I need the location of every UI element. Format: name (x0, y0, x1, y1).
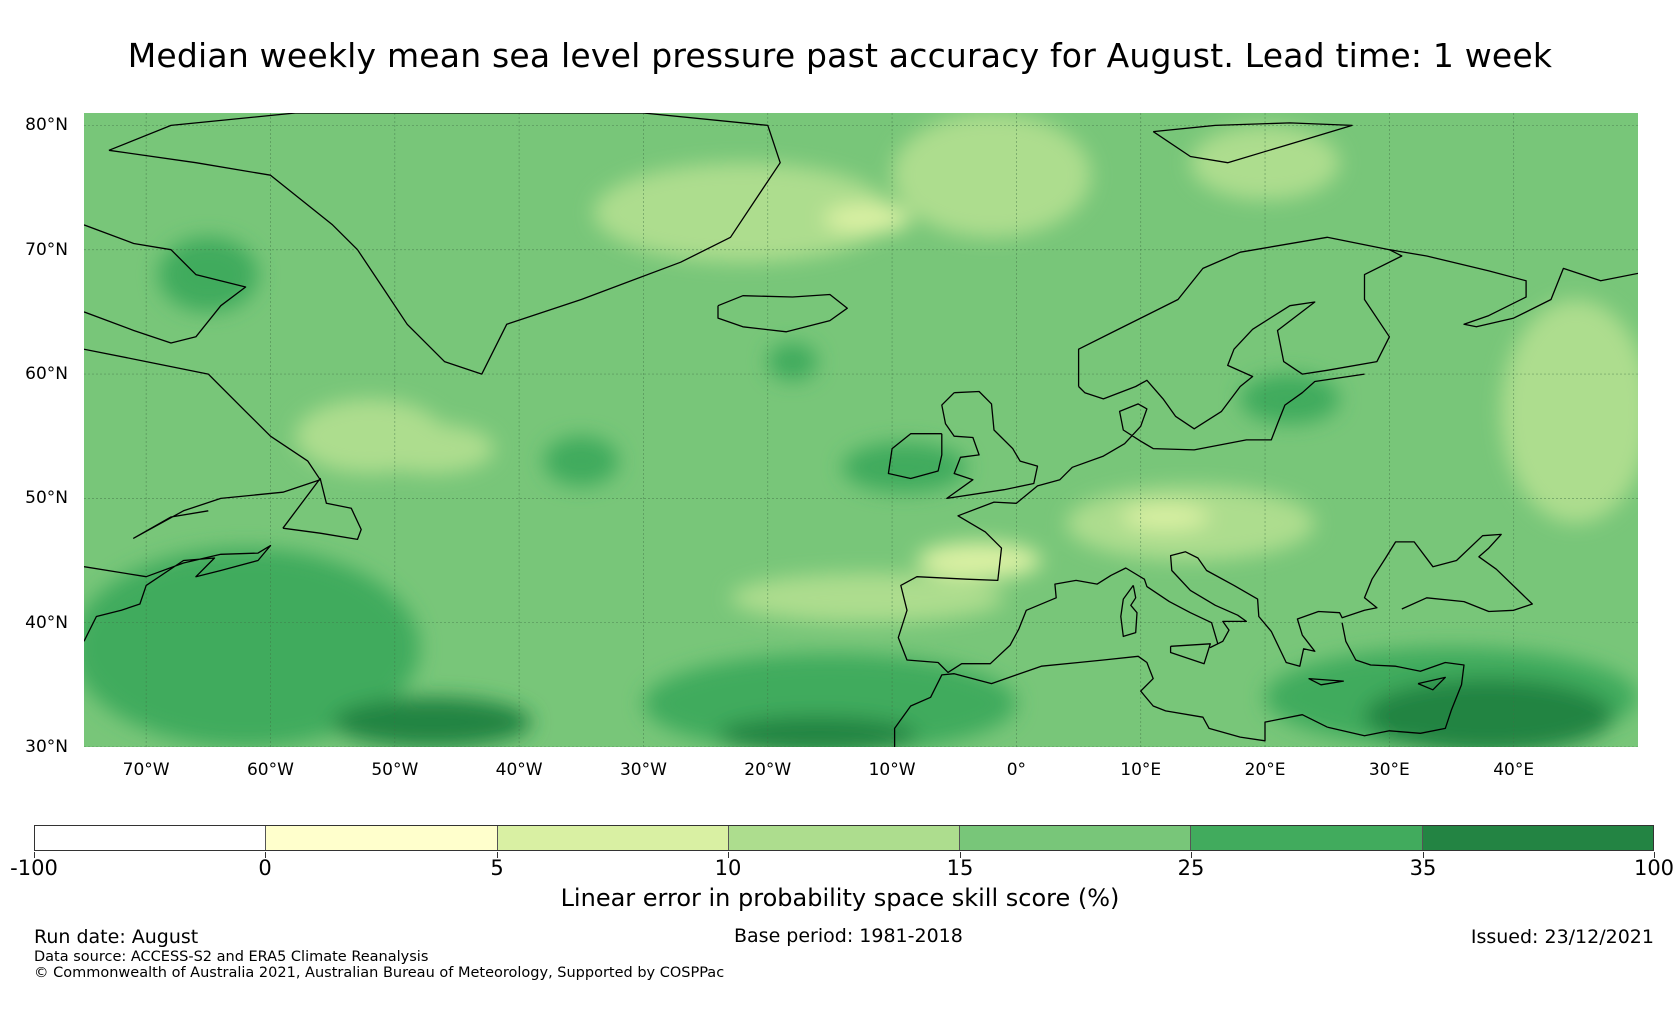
lon-label: 20°W (744, 760, 792, 780)
lon-label: 40°W (495, 760, 543, 780)
coastline-newfoundland (282, 477, 362, 541)
skill-region-20 (718, 715, 917, 747)
colorbar-tick (728, 852, 729, 858)
colorbar-segment (35, 826, 267, 850)
skill-region-8 (1122, 504, 1210, 530)
coastline-great-britain (941, 390, 1039, 500)
skill-region-1 (892, 113, 1091, 238)
coastline-corsica-and-sardinia (1120, 585, 1138, 638)
colorbar-tick (1423, 852, 1424, 858)
skill-region-16 (84, 548, 420, 747)
skill-region-0 (593, 162, 893, 263)
map-canvas (84, 113, 1638, 747)
coastline-svalbard (1152, 122, 1353, 164)
coastline-baffin-island (84, 224, 247, 344)
colorbar-tick-label: 35 (1409, 856, 1437, 880)
lon-label: 10°E (1120, 760, 1162, 780)
coastline-iceland (717, 293, 848, 333)
issued-date: Issued: 23/12/2021 (1470, 926, 1654, 948)
lat-label: 60°N (25, 364, 68, 385)
coastline-scandinavia (1077, 236, 1403, 430)
skill-region-9 (916, 541, 1042, 580)
colorbar-tick-label: 15 (946, 856, 974, 880)
lon-label: 0° (1006, 760, 1027, 780)
skill-region-13 (842, 442, 967, 493)
colorbar-tick-label: 25 (1177, 856, 1205, 880)
colorbar-tick-label: 5 (490, 856, 504, 880)
skill-region-12 (767, 342, 818, 381)
lon-label: 60°W (246, 760, 294, 780)
skill-score-map[interactable] (84, 113, 1638, 747)
lat-label: 50°N (25, 488, 68, 509)
skill-region-19 (1364, 678, 1614, 747)
lat-label: 80°N (25, 115, 68, 136)
data-source: Data source: ACCESS-S2 and ERA5 Climate … (34, 949, 429, 965)
skill-region-15 (1240, 374, 1340, 424)
colorbar-tick (960, 852, 961, 858)
skill-regions (84, 113, 1638, 747)
lat-label: 70°N (25, 239, 68, 260)
skill-region-5 (369, 423, 495, 474)
colorbar-tick-label: -100 (10, 856, 58, 880)
coastline-ireland (887, 433, 943, 480)
lon-label: 30°E (1368, 760, 1410, 780)
skill-region-10 (730, 572, 1004, 623)
graticule (84, 113, 1638, 747)
colorbar-segment (960, 826, 1192, 850)
coastline-sicily (1169, 643, 1211, 665)
lon-label: 30°W (619, 760, 667, 780)
colorbar-segment (1422, 826, 1653, 850)
colorbar-title: Linear error in probability space skill … (560, 884, 1120, 912)
colorbar-segment (1191, 826, 1423, 850)
skill-region-21 (332, 697, 532, 747)
colorbar-tick-label: 100 (1633, 856, 1675, 880)
coastline-nova-scotia-and-us-coast (84, 544, 272, 642)
lon-label: 40°E (1493, 760, 1535, 780)
colorbar-tick (497, 852, 498, 858)
colorbar-tick (265, 852, 266, 858)
lat-label: 40°N (25, 612, 68, 633)
colorbar (34, 825, 1654, 851)
lat-label: 30°N (25, 737, 68, 757)
copyright-notice: © Commonwealth of Australia 2021, Austra… (34, 965, 725, 981)
colorbar-segment (497, 826, 729, 850)
lon-label: 70°W (122, 760, 170, 780)
skill-region-6 (1501, 299, 1638, 524)
colorbar-segment (266, 826, 498, 850)
lon-label: 50°W (371, 760, 419, 780)
colorbar-tick (1654, 852, 1655, 858)
coastline-kola-and-russian-arctic (1389, 249, 1638, 328)
coastline-crete (1308, 677, 1345, 686)
colorbar-tick-label: 10 (714, 856, 742, 880)
colorbar-tick-label: 0 (258, 856, 272, 880)
map-title: Median weekly mean sea level pressure pa… (127, 36, 1553, 75)
base-period: Base period: 1981-2018 (734, 925, 963, 947)
colorbar-tick (34, 852, 35, 858)
coastlines (84, 113, 1638, 747)
coastline-turkey-and-levant (1327, 622, 1465, 737)
coastline-north-africa (893, 655, 1328, 747)
colorbar-tick (1191, 852, 1192, 858)
skill-region-14 (543, 436, 619, 486)
lon-label: 10°W (868, 760, 916, 780)
run-date: Run date: August (34, 926, 199, 948)
coastline-cyprus (1417, 676, 1446, 691)
colorbar-segment (728, 826, 961, 850)
skill-region-3 (823, 203, 911, 234)
coastline-greenland (108, 113, 781, 375)
lon-label: 20°E (1244, 760, 1286, 780)
coastline-western-europe (897, 373, 1533, 674)
skill-region-11 (158, 237, 259, 312)
